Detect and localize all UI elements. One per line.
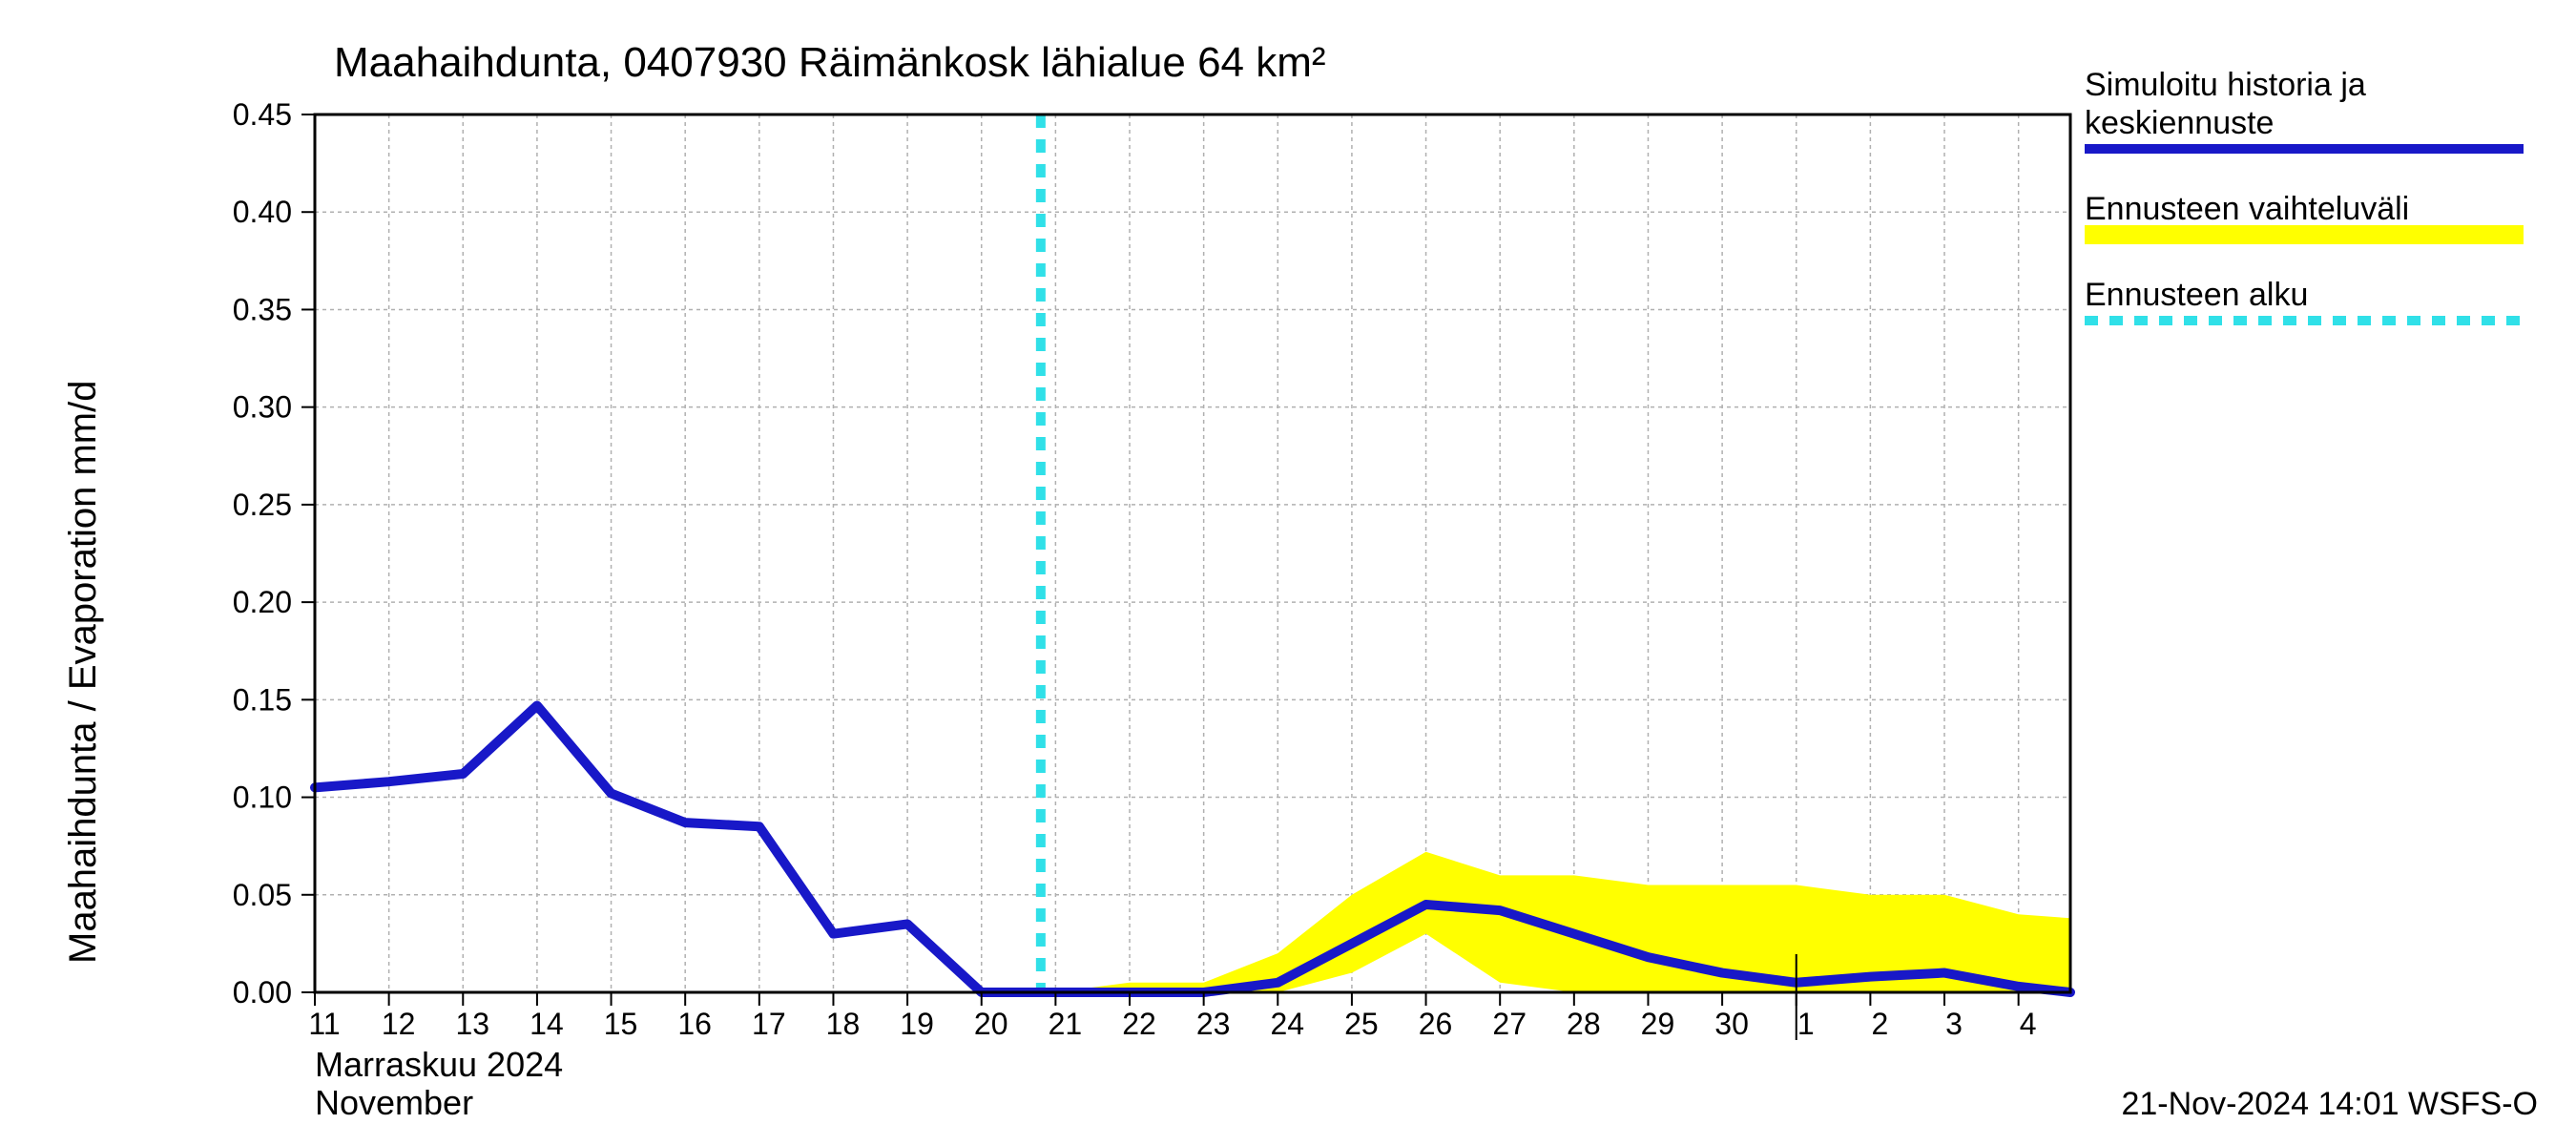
legend-label-band: Ennusteen vaihteluväli <box>2085 191 2409 227</box>
legend-label-hist: Simuloitu historia ja <box>2085 67 2366 103</box>
chart-container: 0.00 0.05 0.10 0.15 0.20 0.25 0.30 0.35 0.40 0.45… <box>0 0 2576 1145</box>
x-tick-label: 30 <box>1714 1007 1749 1041</box>
x-tick-label: 17 <box>752 1007 786 1041</box>
x-tick-label: 26 <box>1419 1007 1453 1041</box>
y-tick-label: 0.35 <box>233 292 292 326</box>
x-tick-label: 11 <box>308 1007 340 1041</box>
x-tick-label: 23 <box>1196 1007 1231 1041</box>
x-tick-label: 15 <box>604 1007 638 1041</box>
x-tick-label: 21 <box>1049 1007 1083 1041</box>
y-tick-label: 0.40 <box>233 195 292 229</box>
x-tick-label: 14 <box>530 1007 564 1041</box>
x-tick-label: 18 <box>826 1007 861 1041</box>
x-month-fi: Marraskuu 2024 <box>315 1045 563 1084</box>
x-tick-label: 28 <box>1567 1007 1601 1041</box>
x-tick-label: 20 <box>974 1007 1008 1041</box>
x-tick-label: 29 <box>1641 1007 1675 1041</box>
y-tick-label: 0.15 <box>233 682 292 717</box>
y-tick-label: 0.05 <box>233 878 292 912</box>
legend-swatch-band <box>2085 225 2524 244</box>
x-tick-label: 27 <box>1492 1007 1527 1041</box>
x-tick-label: 4 <box>2020 1007 2037 1041</box>
x-tick-label: 16 <box>677 1007 712 1041</box>
y-tick-label: 0.25 <box>233 488 292 522</box>
x-tick-label: 1 <box>1797 1007 1815 1041</box>
x-month-en: November <box>315 1083 473 1122</box>
chart-svg: 0.00 0.05 0.10 0.15 0.20 0.25 0.30 0.35 0.40 0.45… <box>0 0 2576 1145</box>
x-tick-label: 3 <box>1945 1007 1963 1041</box>
y-axis-label: Maahaihdunta / Evaporation mm/d <box>62 381 104 964</box>
y-tick-label: 0.10 <box>233 781 292 815</box>
x-tick-label: 24 <box>1270 1007 1304 1041</box>
legend-label-start: Ennusteen alku <box>2085 277 2308 313</box>
y-tick-label: 0.45 <box>233 97 292 132</box>
x-tick-label: 2 <box>1871 1007 1888 1041</box>
x-tick-label: 13 <box>455 1007 489 1041</box>
y-tick-label: 0.00 <box>233 975 292 1010</box>
y-tick-label: 0.20 <box>233 585 292 619</box>
x-tick-label: 19 <box>900 1007 934 1041</box>
chart-title: Maahaihdunta, 0407930 Räimänkosk lähialu… <box>334 39 1326 86</box>
x-tick-label: 22 <box>1122 1007 1156 1041</box>
legend-label-hist: keskiennuste <box>2085 105 2274 141</box>
x-tick-label: 25 <box>1344 1007 1379 1041</box>
footer-timestamp: 21-Nov-2024 14:01 WSFS-O <box>2121 1086 2538 1122</box>
y-tick-label: 0.30 <box>233 390 292 425</box>
x-tick-label: 12 <box>382 1007 416 1041</box>
